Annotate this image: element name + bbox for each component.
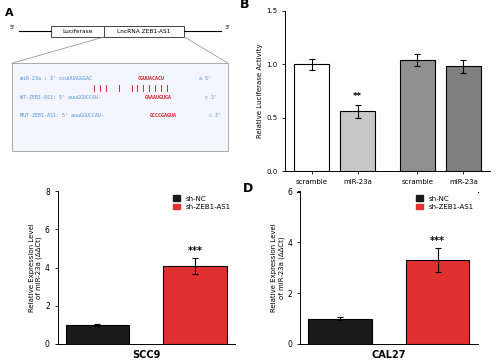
Legend: sh-NC, sh-ZEB1-AS1: sh-NC, sh-ZEB1-AS1: [413, 193, 476, 213]
Bar: [104, 25, 184, 37]
Y-axis label: Relative Expression Level
of miR-23a (ΔΔCt): Relative Expression Level of miR-23a (ΔΔ…: [28, 223, 42, 312]
Text: B: B: [240, 0, 250, 11]
Text: WT-ZEB1-AS1: 5' auuGGUCCAU-: WT-ZEB1-AS1: 5' auuGGUCCAU-: [20, 95, 101, 100]
Text: miR-23a : 3' ccuUUAGGGAC: miR-23a : 3' ccuUUAGGGAC: [20, 76, 92, 82]
X-axis label: CAL27: CAL27: [372, 349, 406, 360]
Text: **: **: [353, 92, 362, 100]
Text: c 3': c 3': [209, 113, 221, 118]
Bar: [294, 64, 329, 171]
Y-axis label: Relative Luciferase Activity: Relative Luciferase Activity: [258, 44, 264, 138]
Text: Luciferase: Luciferase: [62, 29, 92, 34]
Bar: [66, 325, 129, 344]
Bar: [340, 111, 375, 171]
Text: a 5': a 5': [198, 76, 210, 82]
Bar: [308, 318, 372, 344]
Text: ***: ***: [188, 246, 202, 256]
Text: CGUUACACU: CGUUACACU: [138, 76, 164, 82]
Text: D: D: [243, 182, 254, 195]
Text: GAAAUGUGA: GAAAUGUGA: [145, 95, 172, 100]
X-axis label: SCC9: SCC9: [132, 349, 160, 360]
Y-axis label: Relative Expression Level
of miR-23a (ΔΔCt): Relative Expression Level of miR-23a (ΔΔ…: [271, 223, 284, 312]
Text: GCCCGAGUA: GCCCGAGUA: [150, 113, 176, 118]
Bar: [406, 260, 469, 344]
Text: MUT-ZEB1-AS1: 5' auuGGUCCAU-: MUT-ZEB1-AS1: 5' auuGGUCCAU-: [20, 113, 104, 118]
Legend: sh-NC, sh-ZEB1-AS1: sh-NC, sh-ZEB1-AS1: [170, 193, 234, 213]
Text: c 3': c 3': [205, 95, 217, 100]
Text: A: A: [4, 8, 13, 18]
Bar: [446, 67, 480, 171]
Bar: [164, 266, 227, 344]
Bar: [51, 25, 104, 37]
Text: 3': 3': [224, 25, 230, 31]
Text: 5': 5': [10, 25, 16, 31]
Text: WT: WT: [327, 206, 342, 215]
Text: ***: ***: [430, 236, 445, 246]
Text: LncRNA ZEB1-AS1: LncRNA ZEB1-AS1: [118, 29, 171, 34]
Bar: [400, 60, 434, 171]
Text: MUT: MUT: [430, 206, 451, 215]
Bar: [12, 63, 228, 151]
